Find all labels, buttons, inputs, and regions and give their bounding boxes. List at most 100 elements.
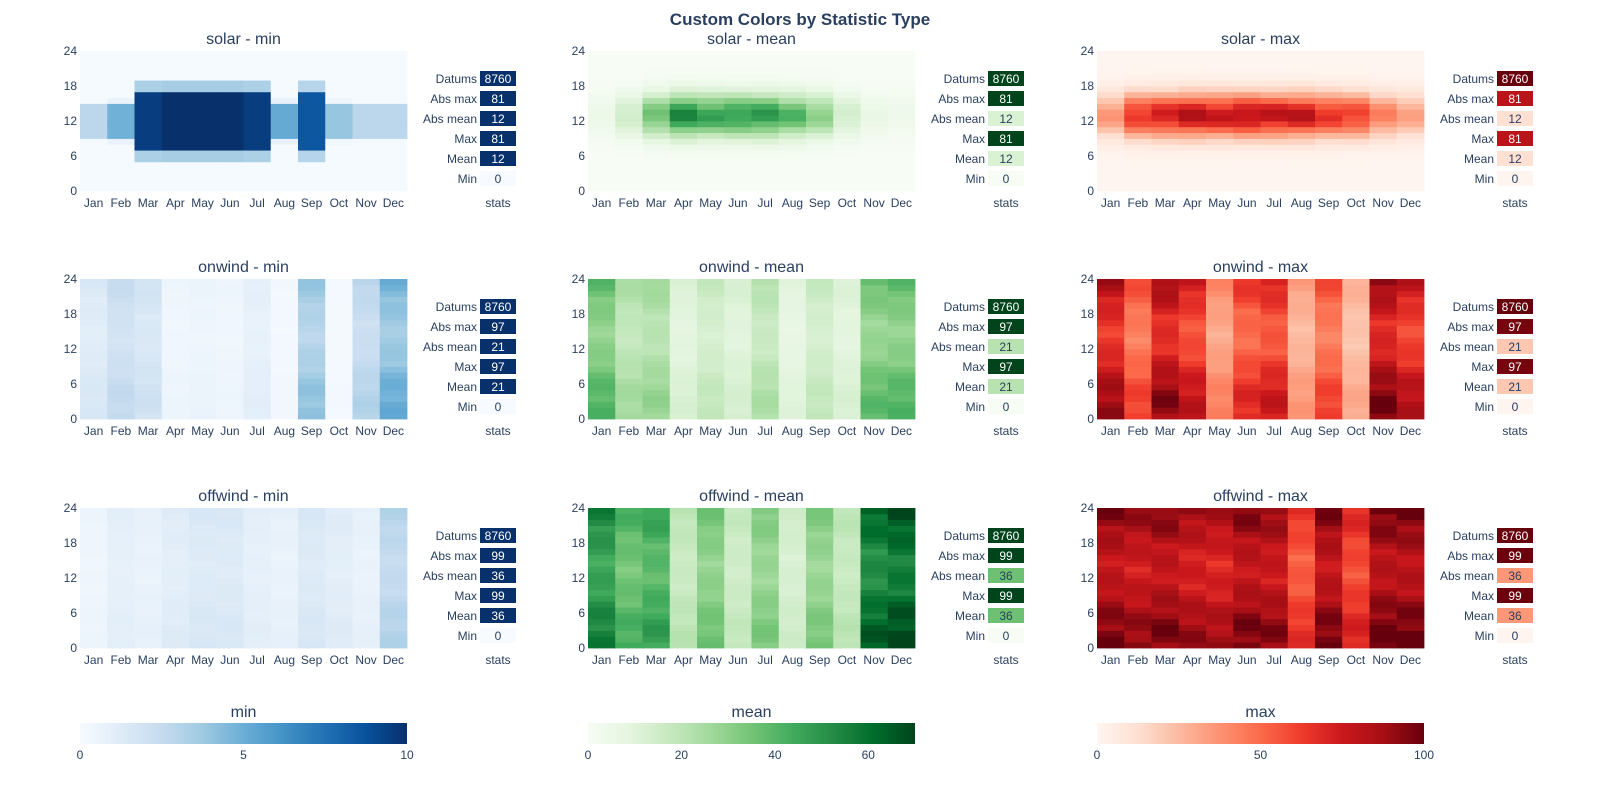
- heatmap-cell: [1206, 121, 1234, 128]
- stat-cell: [480, 131, 516, 146]
- heatmap-cell: [724, 144, 752, 151]
- stat-label: Max: [454, 132, 477, 146]
- heatmap-cell: [243, 68, 272, 75]
- heatmap-cell: [887, 642, 916, 649]
- heatmap-cell: [1260, 583, 1289, 591]
- heatmap-cell: [270, 132, 299, 139]
- heatmap-cell: [778, 284, 807, 292]
- heatmap-cell: [1396, 601, 1425, 608]
- heatmap-cell: [80, 378, 108, 385]
- heatmap-cell: [189, 636, 217, 643]
- heatmap-cell: [697, 595, 725, 602]
- heatmap-cell: [325, 296, 353, 303]
- heatmap-cell: [833, 566, 861, 573]
- heatmap-cell: [161, 179, 190, 186]
- heatmap-cell: [134, 378, 163, 385]
- heatmap-cell: [379, 508, 408, 515]
- stat-label: Mean: [955, 152, 985, 166]
- stat-value: 21: [491, 340, 505, 354]
- heatmap-cell: [1315, 372, 1343, 379]
- heatmap-cell: [751, 325, 780, 332]
- heatmap-cell: [1151, 595, 1180, 602]
- heatmap-cell: [887, 302, 916, 309]
- heatmap-cell: [751, 607, 780, 614]
- heatmap-cell: [298, 167, 326, 174]
- heatmap-cell: [1097, 349, 1125, 356]
- heatmap-cell: [1097, 525, 1125, 532]
- heatmap-cell: [352, 607, 381, 614]
- stat-value: 81: [1508, 132, 1522, 146]
- heatmap-cell: [161, 537, 190, 544]
- stat-value: 36: [1508, 609, 1522, 623]
- heatmap-cell: [352, 630, 381, 637]
- heatmap-cell: [1097, 624, 1125, 631]
- heatmap-cell: [1151, 97, 1180, 104]
- stat-cell: [1497, 151, 1533, 166]
- heatmap-cell: [642, 173, 671, 180]
- heatmap-cell: [588, 103, 616, 110]
- heatmap-cell: [243, 560, 272, 567]
- heatmap-cells: [1097, 51, 1425, 192]
- heatmap-cell: [1233, 68, 1261, 75]
- stat-value: 12: [491, 152, 505, 166]
- heatmap-cell: [751, 508, 780, 515]
- heatmap-cell: [1287, 109, 1316, 116]
- heatmap-cell: [161, 284, 190, 292]
- heatmap-cell: [615, 126, 643, 134]
- heatmap-cell: [1206, 543, 1234, 550]
- heatmap-cell: [887, 126, 916, 134]
- heatmap-cell: [107, 572, 135, 579]
- heatmap-cell: [697, 513, 725, 521]
- heatmap-cell: [1151, 302, 1180, 309]
- heatmap-cell: [1124, 109, 1152, 116]
- x-tick-label: Apr: [674, 653, 693, 667]
- heatmap-cell: [1097, 636, 1125, 643]
- heatmap-cell: [1287, 126, 1316, 134]
- y-tick-label: 0: [578, 641, 585, 655]
- heatmap-cell: [833, 109, 861, 116]
- heatmap-cell: [1369, 314, 1398, 321]
- heatmap-cell: [778, 68, 807, 75]
- heatmap-cell: [352, 578, 381, 585]
- heatmap-cell: [860, 144, 889, 151]
- heatmap-cell: [860, 325, 889, 332]
- heatmap-cell: [298, 583, 326, 591]
- heatmap-cell: [778, 290, 807, 297]
- heatmap-cell: [1124, 360, 1152, 367]
- heatmap-cell: [352, 372, 381, 379]
- heatmap-cell: [588, 179, 616, 186]
- stat-value: 97: [491, 320, 505, 334]
- heatmap-cell: [697, 86, 725, 93]
- heatmap-cell: [1178, 144, 1207, 151]
- heatmap-cell: [860, 132, 889, 139]
- heatmap-cell: [134, 144, 163, 151]
- heatmap-cells: [1097, 508, 1425, 649]
- heatmap-cell: [1369, 167, 1398, 174]
- heatmap-cell: [1287, 554, 1316, 561]
- heatmap-cell: [134, 179, 163, 186]
- heatmap-cell: [325, 589, 353, 596]
- heatmap-cell: [243, 284, 272, 292]
- heatmap-cell: [216, 51, 244, 58]
- heatmap-cell: [1178, 156, 1207, 163]
- heatmap-cell: [1233, 56, 1261, 64]
- heatmap-cell: [325, 624, 353, 631]
- heatmap-cell: [1233, 62, 1261, 69]
- heatmap-cell: [379, 624, 408, 631]
- heatmap-cell: [724, 354, 752, 362]
- heatmap-cell: [1287, 56, 1316, 64]
- heatmap-cell: [189, 554, 217, 561]
- heatmap-cell: [833, 583, 861, 591]
- heatmap-cell: [298, 407, 326, 414]
- stat-cell: [480, 111, 516, 126]
- heatmap-cell: [860, 86, 889, 93]
- heatmap-cell: [107, 51, 135, 58]
- heatmap-cell: [751, 144, 780, 151]
- heatmap-cell: [860, 354, 889, 362]
- heatmap-cell: [724, 407, 752, 414]
- heatmap-cell: [298, 62, 326, 69]
- x-tick-label: Jan: [592, 196, 611, 210]
